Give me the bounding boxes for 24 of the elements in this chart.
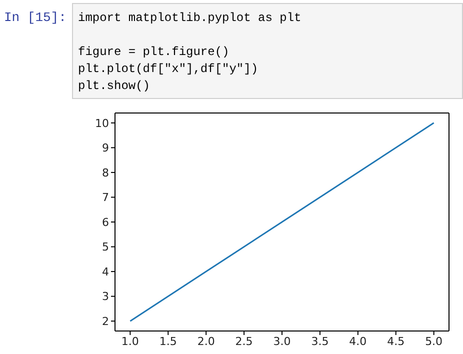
x-tick-label: 1.5	[159, 334, 177, 348]
x-tick-label: 5.0	[425, 334, 443, 348]
y-tick-label: 6	[102, 216, 109, 229]
text: In [15]:	[4, 10, 66, 25]
text: import matplotlib.pyplot as plt	[78, 10, 302, 27]
y-tick-label: 4	[102, 265, 109, 278]
x-tick-label: 3.5	[311, 334, 329, 348]
text: plt.plot(df["x"],df["y"])	[78, 61, 260, 78]
x-tick-label: 1.0	[121, 334, 139, 348]
y-tick-label: 5	[102, 240, 109, 254]
x-tick-label: 4.5	[387, 334, 405, 348]
y-tick-label: 2	[102, 314, 109, 328]
y-tick-label: 7	[102, 191, 109, 204]
text: plt.show()	[78, 78, 152, 95]
text: figure = plt.figure()	[78, 44, 230, 61]
x-tick-label: 3.0	[273, 334, 291, 348]
x-tick-label: 2.5	[235, 334, 253, 348]
x-tick-label: 2.0	[197, 334, 215, 348]
y-tick-label: 8	[102, 166, 109, 180]
x-tick-label: 4.0	[349, 334, 367, 348]
y-tick-label: 9	[102, 142, 109, 155]
line-series	[129, 122, 435, 322]
y-tick-label: 10	[95, 116, 109, 130]
y-tick-label: 3	[102, 290, 109, 304]
